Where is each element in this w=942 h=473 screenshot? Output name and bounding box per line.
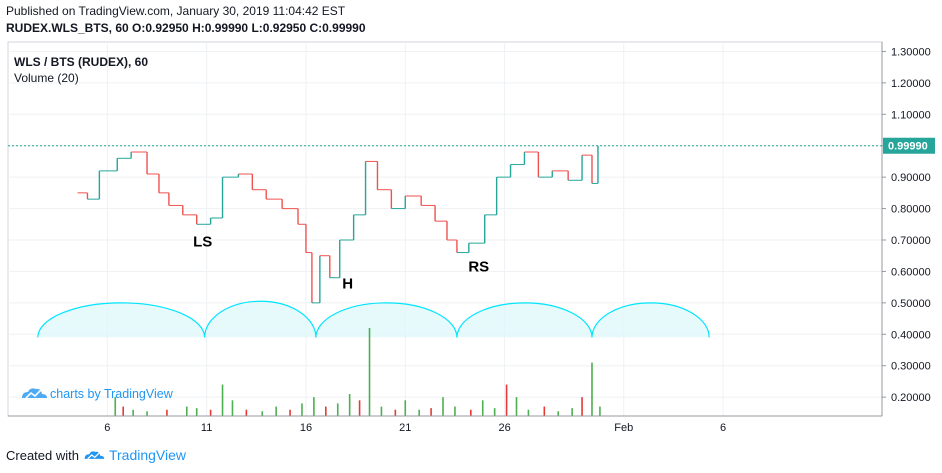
volume-bar (336, 403, 339, 416)
volume-bar (442, 397, 444, 416)
volume-bar (325, 406, 327, 416)
y-tick-label: 0.50000 (891, 298, 931, 310)
last-price-badge (883, 137, 935, 154)
plot-frame (7, 41, 883, 417)
volume-bar (368, 328, 371, 416)
tradingview-cloud-icon (22, 388, 47, 399)
volume-bar (493, 408, 496, 416)
volume-bar (599, 406, 601, 416)
arc-outline (315, 302, 458, 338)
legend: WLS / BTS (RUDEX), 60 Volume (20) (14, 55, 148, 85)
volume-bar (505, 384, 508, 416)
volume-bar (348, 394, 351, 416)
volume-bar (313, 397, 315, 416)
volume-bars (114, 328, 601, 416)
volume-bar (418, 409, 420, 416)
axes: 0.20000 0.30000 0.40000 0.50000 0.60000 0.700… (8, 42, 935, 434)
volume-bar (261, 411, 264, 416)
volume-bar (166, 409, 168, 416)
volume-bar (394, 409, 397, 416)
arc-fill (456, 302, 592, 338)
volume-bar (481, 400, 484, 416)
x-tick-label: 26 (498, 422, 510, 434)
price-candles (8, 145, 882, 304)
watermark: charts by TradingView (22, 387, 174, 401)
arc-fill (204, 301, 316, 338)
pattern-label: RS (468, 258, 489, 275)
x-tick-label: 6 (720, 422, 726, 434)
volume-bar (209, 409, 212, 416)
watermark-text: charts by TradingView (50, 387, 174, 401)
volume-bar (470, 409, 472, 416)
x-tick-label: 16 (300, 422, 312, 434)
arc-outline (37, 302, 206, 338)
y-tick-label: 0.90000 (891, 172, 931, 184)
volume-bar (591, 362, 593, 416)
arc-fill (37, 302, 205, 338)
x-tick-label: 6 (104, 422, 110, 434)
volume-bar (301, 403, 303, 416)
publish-info: Published on TradingView.com, January 30… (6, 4, 346, 18)
volume-bar (185, 406, 188, 416)
y-tick-label: 0.40000 (891, 329, 931, 341)
volume-bar (543, 406, 546, 416)
x-tick-label: Feb (614, 422, 633, 434)
footer-brand[interactable]: TradingView (108, 447, 187, 463)
x-tick-label: 11 (201, 422, 212, 434)
last-price-label: 0.99990 (888, 141, 928, 153)
volume-bar (231, 400, 234, 416)
y-tick-label: 1.30000 (891, 46, 931, 58)
arc-outline (204, 300, 317, 338)
volume-bar (146, 411, 148, 416)
volume-bar (380, 406, 383, 416)
symbol-legend: WLS / BTS (RUDEX), 60 (14, 55, 148, 69)
volume-bar (404, 400, 407, 416)
grid (7, 41, 883, 417)
volume-bar (581, 397, 583, 416)
volume-bar (430, 408, 432, 416)
y-tick-label: 0.70000 (891, 235, 931, 247)
volume-bar (245, 409, 248, 416)
pattern-label: LS (193, 233, 212, 250)
volume-bar (571, 408, 573, 416)
volume-bar (289, 409, 291, 416)
volume-bar (527, 409, 530, 416)
arc-outline (456, 302, 593, 338)
y-tick-label: 0.20000 (891, 392, 931, 404)
y-tick-label: 0.60000 (891, 266, 931, 278)
pattern-labels: LS H RS (193, 233, 489, 292)
pattern-label: H (342, 276, 353, 293)
tradingview-logo-icon[interactable] (83, 448, 105, 462)
arc-outline (591, 302, 710, 338)
volume-bar (515, 397, 518, 416)
y-tick-label: 0.80000 (891, 204, 931, 216)
ohlc-readout: RUDEX.WLS_BTS, 60 O:0.92950 H:0.99990 L:… (6, 21, 366, 35)
y-tick-label: 1.10000 (891, 109, 931, 121)
volume-bar (221, 384, 224, 416)
volume-bar (275, 406, 277, 416)
volume-bar (358, 400, 361, 416)
volume-bar (122, 406, 125, 416)
x-tick-label: 21 (399, 422, 411, 434)
footer: Created with TradingView (6, 447, 186, 463)
volume-bar (454, 406, 456, 416)
volume-legend: Volume (20) (14, 71, 79, 85)
y-tick-label: 1.20000 (891, 78, 931, 90)
volume-bar (195, 408, 198, 416)
arc-fill (591, 302, 710, 338)
volume-bar (114, 397, 117, 416)
footer-created: Created with (6, 447, 79, 463)
arc-fill (315, 302, 457, 338)
arc-drawings[interactable] (37, 300, 710, 338)
volume-bar (557, 411, 560, 416)
volume-bar (132, 409, 134, 416)
y-tick-label: 0.30000 (891, 361, 931, 373)
